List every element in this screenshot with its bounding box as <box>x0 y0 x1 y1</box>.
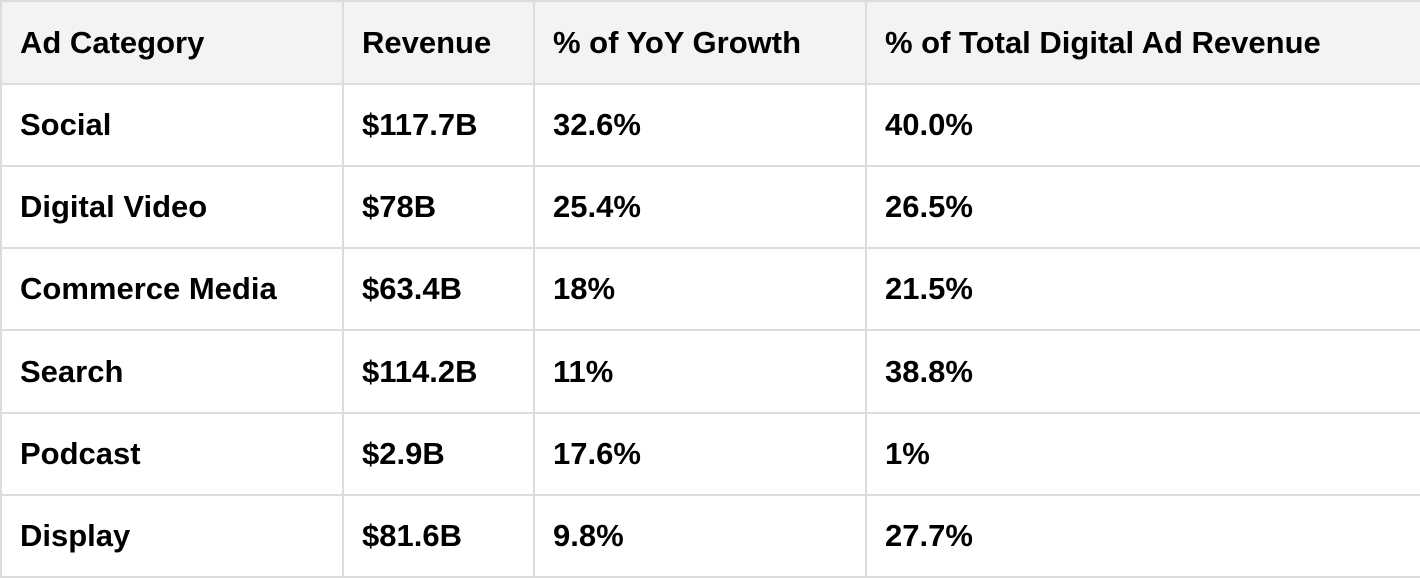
revenue-cell: $63.4B <box>342 247 535 332</box>
table-row: Podcast $2.9B 17.6% 1% <box>0 411 1420 496</box>
total-share-cell: 1% <box>865 411 1420 496</box>
ad-category-cell: Search <box>0 329 344 414</box>
ad-category-cell: Commerce Media <box>0 247 344 332</box>
yoy-growth-cell: 11% <box>533 329 867 414</box>
ad-category-cell: Social <box>0 82 344 168</box>
revenue-cell: $78B <box>342 165 535 250</box>
table-row: Display $81.6B 9.8% 27.7% <box>0 493 1420 578</box>
ad-category-cell: Digital Video <box>0 165 344 250</box>
yoy-growth-cell: 25.4% <box>533 165 867 250</box>
column-header-revenue: Revenue <box>342 0 535 85</box>
revenue-cell: $114.2B <box>342 329 535 414</box>
total-share-cell: 40.0% <box>865 82 1420 168</box>
ad-category-cell: Podcast <box>0 411 344 496</box>
total-share-cell: 26.5% <box>865 165 1420 250</box>
revenue-cell: $2.9B <box>342 411 535 496</box>
yoy-growth-cell: 9.8% <box>533 493 867 578</box>
total-share-cell: 38.8% <box>865 329 1420 414</box>
header-row: Ad Category Revenue % of YoY Growth % of… <box>0 0 1420 85</box>
ad-category-cell: Display <box>0 493 344 578</box>
column-header-total-share: % of Total Digital Ad Revenue <box>865 0 1420 85</box>
column-header-yoy-growth: % of YoY Growth <box>533 0 867 85</box>
table-row: Commerce Media $63.4B 18% 21.5% <box>0 247 1420 332</box>
yoy-growth-cell: 32.6% <box>533 82 867 168</box>
total-share-cell: 27.7% <box>865 493 1420 578</box>
table-row: Social $117.7B 32.6% 40.0% <box>0 82 1420 168</box>
table-row: Search $114.2B 11% 38.8% <box>0 329 1420 414</box>
column-header-ad-category: Ad Category <box>0 0 344 85</box>
yoy-growth-cell: 17.6% <box>533 411 867 496</box>
total-share-cell: 21.5% <box>865 247 1420 332</box>
table-row: Digital Video $78B 25.4% 26.5% <box>0 165 1420 250</box>
yoy-growth-cell: 18% <box>533 247 867 332</box>
revenue-cell: $117.7B <box>342 82 535 168</box>
revenue-cell: $81.6B <box>342 493 535 578</box>
